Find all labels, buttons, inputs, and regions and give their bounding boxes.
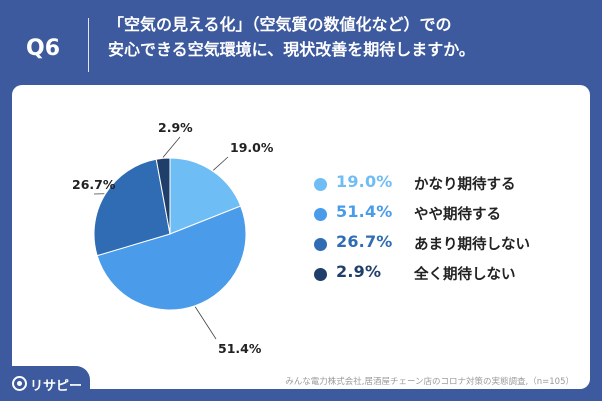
legend-label: やや期待する	[414, 207, 501, 223]
legend-item: 26.7% あまり期待しない	[314, 231, 574, 261]
legend-swatch	[314, 238, 327, 251]
slice-data-label: 26.7%	[72, 177, 116, 192]
brand-name: リサピー	[30, 379, 83, 394]
source-note: みんな電力株式会社,居酒屋チェーン店のコロナ対策の実態調査,（n=105）	[285, 377, 574, 387]
legend-value: 19.0%	[336, 172, 393, 191]
question-title-line2: 安心できる空気環境に、現状改善を期待しますか。	[108, 40, 475, 59]
question-number: Q6	[26, 36, 61, 61]
header-divider	[88, 18, 89, 72]
legend-label: かなり期待する	[414, 177, 516, 193]
slice-data-label: 19.0%	[230, 140, 274, 155]
question-title-line1: 「空気の見える化」（空気質の数値化など）での	[108, 15, 452, 34]
brand-mark-icon	[12, 376, 27, 391]
chart-card: 19.0% 51.4% 26.7% 2.9% 19.0% かなり期待する 51.4% やや期…	[12, 85, 590, 389]
legend-item: 51.4% やや期待する	[314, 201, 574, 231]
legend-label: 全く期待しない	[414, 267, 516, 283]
brand-logo: リサピー	[0, 366, 90, 401]
legend-label: あまり期待しない	[414, 237, 530, 253]
leader-line	[213, 156, 229, 171]
chart-legend: 19.0% かなり期待する 51.4% やや期待する 26.7% あまり期待しない 2.9%…	[314, 171, 574, 291]
slice-data-label: 51.4%	[218, 341, 262, 356]
legend-item: 2.9% 全く期待しない	[314, 261, 574, 291]
legend-swatch	[314, 268, 327, 281]
legend-value: 51.4%	[336, 202, 393, 221]
pie-slice	[96, 205, 247, 311]
leader-line	[162, 136, 181, 158]
pie-slice	[169, 157, 242, 235]
slice-data-label: 2.9%	[158, 120, 193, 135]
pie-slice	[93, 158, 171, 257]
legend-item: 19.0% かなり期待する	[314, 171, 574, 201]
legend-value: 26.7%	[336, 232, 393, 251]
legend-swatch	[314, 178, 327, 191]
legend-value: 2.9%	[336, 262, 382, 281]
question-title: 「空気の見える化」（空気質の数値化など）での 安心できる空気環境に、現状改善を期…	[108, 12, 578, 62]
legend-swatch	[314, 208, 327, 221]
pie-slice	[155, 157, 171, 235]
pie-chart: 19.0% 51.4% 26.7% 2.9%	[72, 120, 274, 356]
leader-line	[194, 306, 217, 340]
